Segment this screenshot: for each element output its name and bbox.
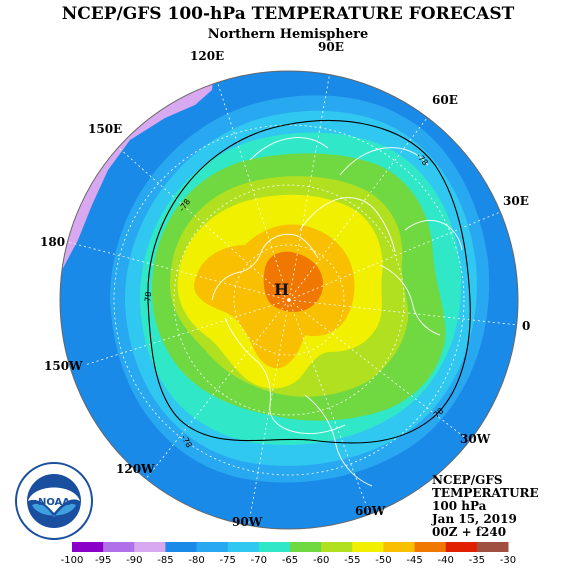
- chart-title: NCEP/GFS 100-hPa TEMPERATURE FORECAST: [61, 4, 515, 24]
- colorbar-tick-label: -100: [61, 555, 84, 566]
- lon-label-90e: 90E: [318, 40, 344, 54]
- lon-label-120w: 120W: [116, 462, 155, 476]
- colorbar-swatch: [414, 542, 447, 552]
- contour-label: -78: [143, 291, 153, 305]
- colorbar-tick-label: -50: [375, 555, 391, 566]
- lon-label-150e: 150E: [88, 122, 122, 136]
- colorbar-tick-label: -55: [344, 555, 360, 566]
- coastlines: [211, 137, 463, 487]
- colorbar-swatch: [196, 542, 229, 552]
- colorbar-swatch: [72, 542, 104, 552]
- colorbar-tick-label: -90: [126, 555, 142, 566]
- colorbar-tick-label: -80: [188, 555, 204, 566]
- chart-subtitle: Northern Hemisphere: [207, 27, 369, 42]
- colorbar-tick-label: -95: [95, 555, 111, 566]
- info-field: TEMPERATURE: [432, 486, 539, 500]
- info-level: 100 hPa: [432, 499, 487, 513]
- colorbar-labels: -100 -95 -90 -85 -80 -75 -70 -65 -60 -55 -50 -45 -40…: [61, 555, 517, 566]
- lon-label-0: 0: [522, 319, 530, 333]
- lon-label-30e: 30E: [503, 194, 529, 208]
- logo-text: NOAA: [38, 497, 70, 508]
- info-block: NCEP/GFS TEMPERATURE 100 hPa Jan 15, 201…: [432, 474, 572, 539]
- info-model: NCEP/GFS: [432, 473, 503, 487]
- lat-lon-grid: [59, 71, 519, 529]
- colorbar-tick-label: -45: [406, 555, 422, 566]
- info-run: 00Z + f240: [432, 525, 507, 539]
- longitude-labels: 90E 60E 30E 0 30W 60W 90W 120W 150W 180 …: [40, 40, 530, 529]
- colorbar-swatch: [227, 542, 260, 552]
- colorbar-tick-label: -75: [220, 555, 236, 566]
- colorbar-swatch: [321, 542, 353, 552]
- colorbar-swatches: [72, 542, 509, 552]
- colorbar-tick-label: -60: [313, 555, 329, 566]
- colorbar-swatch: [134, 542, 166, 552]
- high-pressure-marker: H: [274, 280, 289, 299]
- lon-label-120e: 120E: [190, 49, 224, 63]
- colorbar-swatch: [165, 542, 198, 552]
- lon-label-30w: 30W: [460, 432, 491, 446]
- lon-label-90w: 90W: [232, 515, 263, 529]
- noaa-logo-icon: NOAA: [15, 462, 93, 540]
- colorbar-tick-label: -85: [157, 555, 173, 566]
- colorbar-swatch: [103, 542, 135, 552]
- colorbar-tick-label: -35: [469, 555, 485, 566]
- colorbar-tick-label: -30: [500, 555, 516, 566]
- colorbar-swatch: [476, 542, 509, 552]
- colorbar-tick-label: -65: [282, 555, 298, 566]
- contour-minus-78: [147, 120, 471, 444]
- colorbar-swatch: [383, 542, 416, 552]
- info-date: Jan 15, 2019: [432, 512, 517, 526]
- lon-label-60w: 60W: [355, 504, 386, 518]
- lon-label-150w: 150W: [44, 359, 83, 373]
- colorbar-tick-label: -40: [438, 555, 454, 566]
- colorbar-swatch: [290, 542, 322, 552]
- map-border: [59, 70, 519, 530]
- lon-label-180: 180: [40, 235, 65, 249]
- lon-label-60e: 60E: [432, 93, 458, 107]
- colorbar-swatch: [258, 542, 291, 552]
- colorbar-swatch: [352, 542, 384, 552]
- colorbar-swatch: [445, 542, 478, 552]
- colorbar-tick-label: -70: [251, 555, 267, 566]
